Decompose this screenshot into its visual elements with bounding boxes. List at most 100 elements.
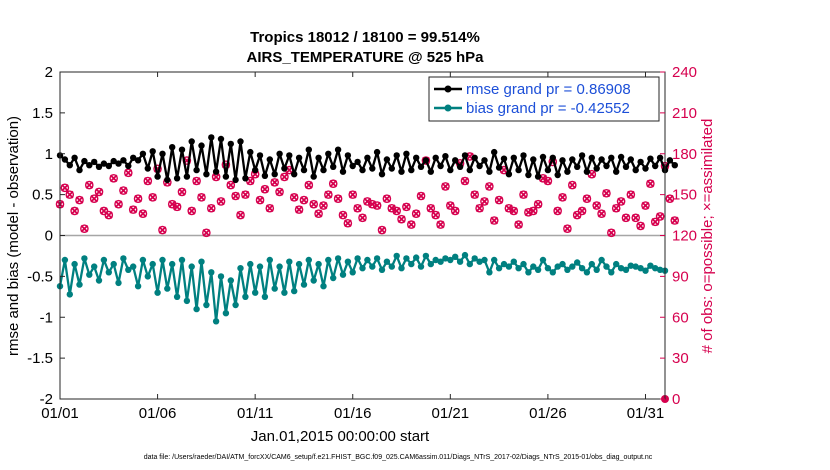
obs-possible-marker (338, 210, 348, 220)
rmse-point (515, 166, 522, 174)
obs-assimilated-marker (461, 177, 469, 185)
obs-possible-marker (333, 194, 343, 204)
obs-assimilated-marker (226, 181, 235, 189)
rmse-point (539, 153, 547, 161)
bias-point (178, 256, 186, 264)
obs-possible-marker (328, 179, 338, 189)
y-left-tick-label: -1 (40, 309, 53, 326)
obs-assimilated-marker (607, 228, 616, 237)
obs-possible-marker (480, 197, 489, 206)
y-left-tick-label: -0.5 (27, 268, 53, 285)
rmse-point (144, 165, 151, 172)
obs-assimilated-marker (148, 193, 157, 202)
obs-assimilated-marker (295, 205, 303, 214)
obs-possible-marker (636, 221, 645, 231)
obs-assimilated-marker (109, 174, 118, 183)
obs-possible-marker (84, 180, 94, 190)
obs-count-point (197, 193, 206, 202)
obs-possible-marker (216, 197, 226, 206)
bias-point (617, 265, 625, 272)
bias-point (339, 271, 347, 278)
bias-point (647, 262, 654, 269)
obs-possible-marker (192, 176, 201, 186)
obs-assimilated-marker (61, 183, 69, 192)
obs-count-point (148, 193, 158, 202)
bias-point (261, 293, 269, 300)
rmse-point (417, 163, 425, 170)
obs-count-point (353, 203, 362, 213)
bias-series (56, 251, 669, 325)
rmse-point (471, 154, 478, 161)
y-left-tick-label: 0 (45, 228, 53, 245)
obs-assimilated-marker (202, 228, 211, 237)
bias-point (91, 263, 98, 270)
bias-point (349, 269, 356, 276)
bias-point (652, 265, 659, 272)
bias-point (593, 266, 600, 273)
rmse-point (295, 154, 303, 161)
obs-assimilated-marker (412, 209, 421, 218)
rmse-point (330, 163, 337, 170)
obs-assimilated-marker (519, 190, 528, 199)
obs-count-point (309, 199, 319, 209)
obs-count-point (426, 203, 436, 213)
rmse-point (466, 166, 473, 174)
obs-possible-marker (450, 206, 460, 216)
obs-assimilated-marker (378, 226, 386, 234)
obs-count-point (631, 213, 641, 223)
y-right-tick-label: 60 (672, 309, 689, 326)
obs-possible-marker (104, 210, 114, 220)
obs-assimilated-marker (363, 197, 372, 206)
obs-assimilated-marker (90, 194, 98, 203)
bias-point (198, 258, 205, 265)
obs-assimilated-marker (451, 207, 460, 215)
obs-assimilated-marker (353, 204, 362, 213)
obs-possible-marker (611, 203, 621, 213)
bias-point (71, 260, 78, 268)
bias-point (413, 254, 420, 261)
obs-count-point (607, 228, 616, 238)
obs-possible-marker (563, 224, 572, 233)
obs-possible-marker (353, 203, 362, 213)
obs-count-point (567, 180, 577, 190)
obs-assimilated-marker (656, 212, 664, 221)
x-tick-label: 01/01 (41, 405, 79, 422)
obs-possible-marker (597, 209, 606, 218)
y-left-tick-label: 0.5 (32, 187, 53, 204)
bias-point (398, 265, 405, 272)
rmse-point (134, 157, 142, 164)
obs-count-point (94, 187, 104, 197)
bias-point (256, 263, 264, 270)
bias-point (417, 263, 425, 270)
obs-count-point (436, 220, 445, 229)
rmse-point (86, 162, 93, 169)
obs-possible-marker (558, 193, 567, 202)
obs-assimilated-marker (407, 220, 416, 229)
obs-assimilated-marker (173, 203, 181, 211)
rmse-point (139, 150, 147, 157)
bias-point (525, 269, 532, 276)
rmse-point (120, 157, 127, 164)
obs-count-point (577, 206, 587, 216)
bias-point (369, 263, 376, 270)
bias-point (481, 256, 488, 264)
rmse-point (300, 166, 308, 174)
bias-point (491, 256, 498, 264)
obs-possible-marker (607, 228, 616, 238)
rmse-point (105, 162, 113, 170)
obs-assimilated-marker (480, 197, 489, 206)
rmse-point (398, 168, 405, 175)
bias-point (232, 301, 239, 309)
obs-possible-marker (577, 206, 587, 216)
rmse-point (320, 166, 327, 174)
rmse-point (505, 171, 513, 178)
rmse-point (203, 171, 210, 178)
obs-count-point (582, 194, 592, 204)
obs-assimilated-marker (344, 219, 352, 228)
obs-count-point (202, 228, 211, 238)
bias-point (515, 265, 522, 272)
bias-point (149, 260, 156, 268)
rmse-point (456, 163, 464, 170)
obs-assimilated-marker (534, 200, 542, 208)
rmse-point (637, 158, 644, 166)
